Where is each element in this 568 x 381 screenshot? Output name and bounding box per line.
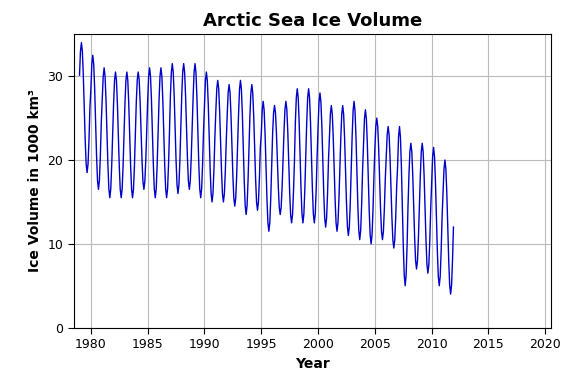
Title: Arctic Sea Ice Volume: Arctic Sea Ice Volume [203, 12, 422, 30]
X-axis label: Year: Year [295, 357, 330, 371]
Y-axis label: Ice Volume in 1000 km³: Ice Volume in 1000 km³ [28, 90, 42, 272]
